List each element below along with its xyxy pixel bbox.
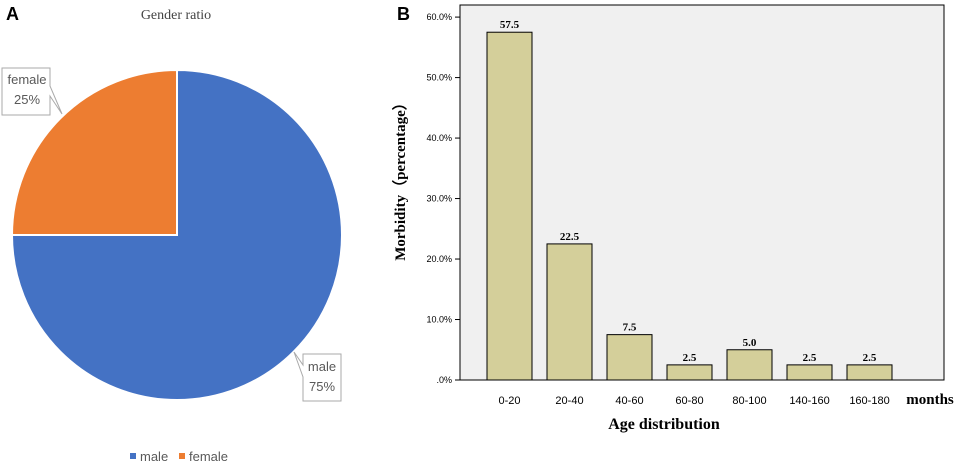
panel-a-letter: A: [6, 4, 19, 24]
pie-title: Gender ratio: [141, 8, 211, 23]
x-tick-label: 80-100: [732, 395, 766, 407]
x-tick-label: 160-180: [849, 395, 889, 407]
panel-b-letter: B: [397, 4, 410, 24]
bar-80-100: [726, 349, 773, 381]
bar-data-label: 57.5: [500, 19, 520, 31]
x-axis-unit: months: [906, 392, 954, 408]
pie-slice-male: [10, 68, 343, 401]
panel-b: B .0% 10.0% 20.0% 30.0% 40.0% 50.0% 60.0% 57.5…: [391, 4, 954, 433]
bar-160-180: [846, 364, 893, 381]
bar-data-label: 2.5: [803, 352, 817, 364]
y-tick-label: 40.0%: [426, 133, 452, 143]
panel-a: A Gender ratio female 25% male 75% male …: [1, 4, 343, 464]
male-callout-label: male: [308, 359, 336, 374]
y-tick-label: 30.0%: [426, 194, 452, 204]
legend-label-male: male: [140, 449, 168, 464]
bar-data-label: 5.0: [743, 337, 757, 349]
pie-slice-female: [10, 68, 178, 236]
bars: 57.5 0-20 22.5 20-40 7.5 40-60 2.5 60-80 5.0 80-1…: [486, 19, 893, 407]
y-tick-label: 60.0%: [426, 12, 452, 22]
x-tick-label: 0-20: [498, 395, 520, 407]
x-tick-label: 40-60: [615, 395, 643, 407]
y-tick-label: 50.0%: [426, 73, 452, 83]
bar-data-label: 2.5: [683, 352, 697, 364]
legend-marker-male: [130, 453, 136, 459]
x-tick-label: 60-80: [675, 395, 703, 407]
y-tick-label: 20.0%: [426, 254, 452, 264]
legend-marker-female: [179, 453, 185, 459]
x-tick-label: 20-40: [555, 395, 583, 407]
pie-chart: [10, 68, 343, 401]
bar-20-40: [546, 243, 593, 381]
plot-area: [459, 4, 945, 381]
y-axis-label: Morbidity（percentage）: [391, 95, 409, 261]
bar-140-160: [786, 364, 833, 381]
legend-label-female: female: [189, 449, 228, 464]
bar-0-20: [486, 31, 533, 381]
bar-60-80: [666, 364, 713, 381]
female-callout-label: female: [7, 72, 46, 87]
x-tick-label: 140-160: [789, 395, 829, 407]
y-tick-label: .0%: [436, 375, 452, 385]
female-callout-value: 25%: [14, 92, 40, 107]
male-callout-value: 75%: [309, 379, 335, 394]
y-tick-label: 10.0%: [426, 315, 452, 325]
bar-data-label: 22.5: [560, 231, 580, 243]
x-axis-label: Age distribution: [608, 416, 720, 433]
y-axis: .0% 10.0% 20.0% 30.0% 40.0% 50.0% 60.0%: [426, 12, 460, 385]
pie-legend: male female: [130, 449, 228, 464]
bar-data-label: 2.5: [863, 352, 877, 364]
female-callout: female 25%: [1, 67, 63, 116]
male-callout: male 75%: [293, 351, 342, 402]
bar-data-label: 7.5: [623, 322, 637, 334]
bar-40-60: [606, 334, 653, 381]
